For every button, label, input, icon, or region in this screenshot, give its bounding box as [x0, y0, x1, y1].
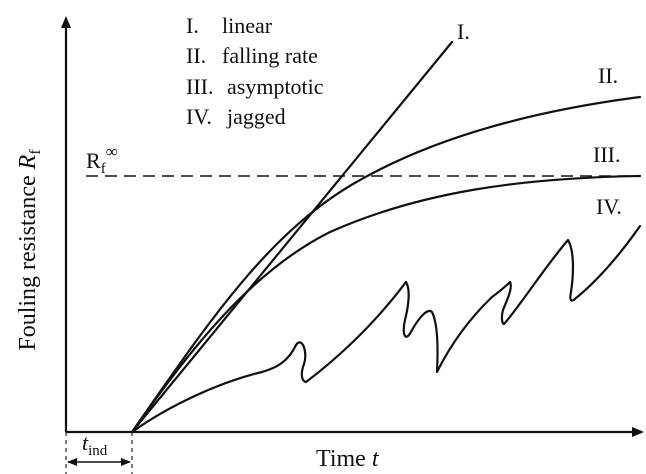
y-axis-title-var: R	[15, 154, 41, 170]
induction-label-var: t	[82, 430, 89, 455]
y-axis-title-sub: f	[27, 149, 44, 155]
asymptote-label: Rf∞	[86, 142, 118, 177]
legend-text-1: linear	[222, 13, 273, 38]
x-axis-title-main: Time	[316, 446, 372, 472]
curve-linear	[130, 40, 454, 434]
induction-label: tind	[82, 430, 108, 459]
legend: I. linear II. falling rate III. asymptot…	[186, 13, 324, 129]
curve-asymptotic	[130, 174, 642, 434]
y-axis-title-main: Fouling resistance	[15, 169, 41, 350]
legend-text-4: jagged	[226, 104, 286, 129]
asymptote-label-sup: ∞	[106, 142, 118, 161]
x-axis-title: Time t	[316, 446, 380, 472]
curve-jagged	[130, 224, 642, 434]
x-axis-title-var: t	[372, 446, 380, 472]
legend-numeral-4: IV.	[186, 104, 212, 129]
y-axis-title: Fouling resistance Rf	[15, 149, 44, 351]
legend-numeral-1: I.	[186, 13, 199, 38]
curve-label-linear: I.	[457, 19, 470, 44]
asymptote-label-main: R	[86, 148, 101, 173]
asymptote-label-sub: f	[101, 161, 106, 177]
legend-numeral-3: III.	[186, 74, 213, 99]
legend-numeral-2: II.	[186, 43, 206, 68]
curve-falling-rate	[130, 95, 642, 434]
legend-text-2: falling rate	[222, 43, 318, 68]
induction-label-sub: ind	[88, 443, 108, 459]
curve-label-falling-rate: II.	[598, 63, 618, 88]
curve-label-jagged: IV.	[596, 194, 622, 219]
curve-label-asymptotic: III.	[593, 142, 620, 167]
legend-text-3: asymptotic	[227, 74, 324, 99]
